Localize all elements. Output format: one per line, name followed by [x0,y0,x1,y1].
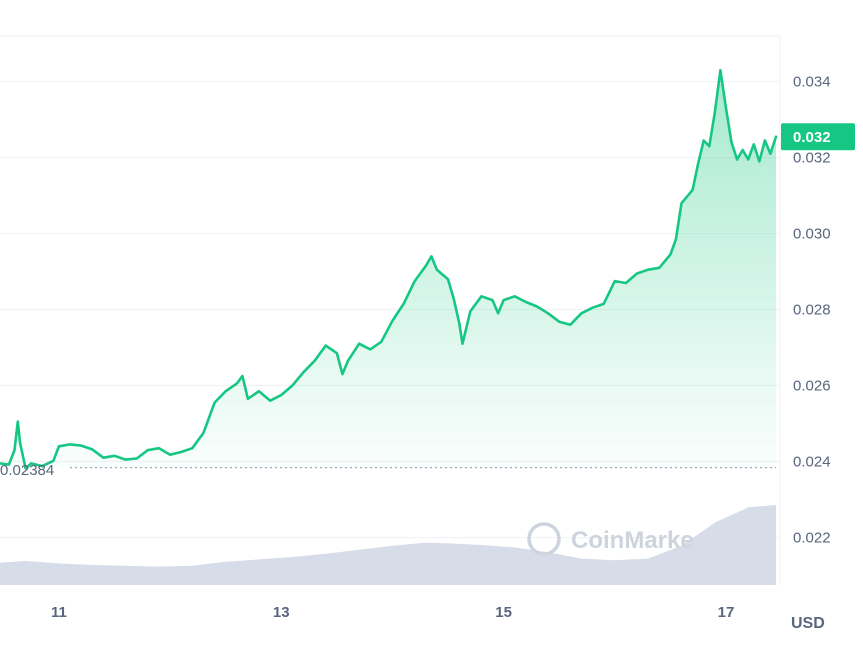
price-area [0,70,776,469]
watermark: CoinMarke [527,522,694,556]
x-axis: 11 13 15 17 [51,604,734,621]
y-axis: 0.034 0.032 0.030 0.028 0.026 0.024 0.022 [793,74,831,547]
current-price-badge: 0.032 [781,123,855,151]
currency-label: USD [791,615,825,632]
watermark-logo-icon [527,522,561,556]
y-tick-label: 0.030 [793,226,831,243]
x-tick-label: 15 [495,604,512,621]
x-tick-label: 11 [51,604,67,621]
reference-price-label: 0.02384 [0,462,54,479]
y-tick-label: 0.024 [793,454,831,471]
y-tick-label: 0.028 [793,302,831,319]
volume-series [0,505,776,585]
current-price-label: 0.032 [793,129,831,146]
reference-price: 0.02384 [0,462,776,479]
y-tick-label: 0.026 [793,378,831,395]
y-tick-label: 0.034 [793,74,831,91]
price-series-line [0,68,778,470]
x-tick-label: 17 [718,604,735,621]
y-tick-label: 0.022 [793,530,831,547]
current-price-badge-bg [781,123,855,151]
volume-area [0,505,776,585]
grid [0,35,781,585]
price-area-fill [0,70,776,469]
watermark-text: CoinMarke [571,527,694,554]
y-tick-label: 0.032 [793,150,831,167]
price-line [0,68,778,470]
x-tick-label: 13 [273,604,290,621]
